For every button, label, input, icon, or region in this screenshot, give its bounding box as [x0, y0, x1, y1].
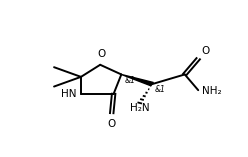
- Text: O: O: [108, 119, 116, 129]
- Text: O: O: [202, 46, 210, 56]
- Text: NH₂: NH₂: [202, 86, 221, 96]
- Text: HN: HN: [61, 89, 77, 99]
- Polygon shape: [121, 74, 153, 86]
- Text: &1: &1: [155, 85, 165, 94]
- Text: &1: &1: [124, 76, 135, 85]
- Text: H₂N: H₂N: [130, 103, 149, 114]
- Text: O: O: [97, 49, 105, 59]
